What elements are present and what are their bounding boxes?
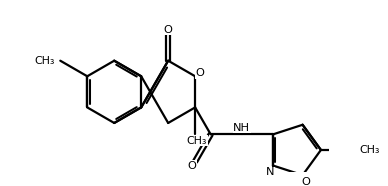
Text: O: O	[188, 161, 197, 171]
Text: CH₃: CH₃	[360, 145, 380, 155]
Text: O: O	[195, 68, 204, 78]
Text: CH₃: CH₃	[34, 56, 55, 66]
Text: O: O	[164, 25, 173, 35]
Text: CH₃: CH₃	[187, 136, 207, 146]
Text: O: O	[301, 177, 310, 186]
Text: NH: NH	[233, 123, 250, 133]
Text: N: N	[266, 167, 274, 177]
